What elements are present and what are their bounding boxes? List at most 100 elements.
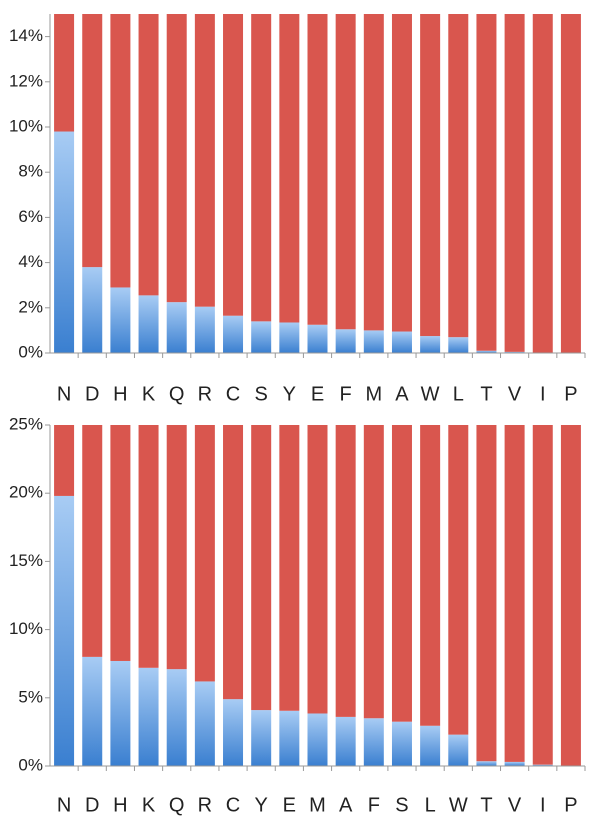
- x-tick-label: R: [198, 383, 212, 405]
- x-tick-label: W: [449, 794, 468, 816]
- x-tick-label: E: [283, 794, 296, 816]
- plot-area: [54, 425, 581, 766]
- x-tick-label: L: [453, 383, 464, 405]
- x-tick-label: S: [255, 383, 268, 405]
- bar-segment: [560, 14, 581, 353]
- x-tick-label: T: [480, 794, 492, 816]
- bar-segment: [279, 425, 300, 711]
- y-tick-label: 0%: [18, 342, 43, 361]
- bar-segment: [307, 425, 328, 714]
- bar-segment: [363, 718, 384, 766]
- x-tick-label: D: [85, 383, 99, 405]
- bar-segment: [194, 306, 215, 353]
- bar-segment: [223, 425, 244, 700]
- x-tick-label: E: [311, 383, 324, 405]
- x-tick-label: C: [226, 383, 240, 405]
- bar-segment: [476, 350, 497, 353]
- x-tick-label: K: [142, 794, 156, 816]
- x-tick-label: H: [113, 794, 127, 816]
- x-tick-label: I: [540, 383, 546, 405]
- bar-segment: [391, 425, 412, 722]
- bar-segment: [504, 14, 525, 352]
- bar-segment: [335, 14, 356, 330]
- bar-segment: [110, 425, 131, 661]
- bar-segment: [532, 425, 553, 765]
- bar-segment: [110, 14, 131, 288]
- bar-segment: [560, 425, 581, 766]
- bar-segment: [420, 725, 441, 766]
- x-tick-label: D: [85, 794, 99, 816]
- bar-segment: [420, 425, 441, 726]
- bar-segment: [82, 14, 103, 268]
- y-tick-label: 8%: [18, 162, 43, 181]
- bar-segment: [138, 14, 159, 296]
- x-tick-label: Y: [283, 383, 296, 405]
- bar-segment: [166, 669, 187, 766]
- bar-segment: [335, 716, 356, 766]
- bar-segment: [504, 351, 525, 353]
- x-tick-label: K: [142, 383, 156, 405]
- bar-segment: [223, 699, 244, 766]
- x-tick-label: Q: [169, 383, 185, 405]
- x-tick-label: R: [198, 794, 212, 816]
- x-tick-label: T: [480, 383, 492, 405]
- bar-segment: [166, 425, 187, 670]
- bar-segment: [194, 14, 215, 307]
- y-tick-label: 4%: [18, 252, 43, 271]
- x-tick-label: S: [395, 794, 408, 816]
- x-tick-label: A: [339, 794, 353, 816]
- y-tick-label: 15%: [9, 551, 43, 570]
- bar-segment: [448, 14, 469, 338]
- y-tick-label: 25%: [9, 414, 43, 433]
- bar-segment: [504, 425, 525, 762]
- bar-segment: [279, 322, 300, 353]
- bar-segment: [82, 267, 103, 353]
- bar-segment: [448, 337, 469, 353]
- bar-segment: [476, 14, 497, 351]
- bar-segment: [532, 14, 553, 353]
- y-tick-label: 2%: [18, 297, 43, 316]
- bar-segment: [54, 425, 75, 496]
- bar-segment: [391, 721, 412, 766]
- x-tick-label: N: [57, 383, 71, 405]
- bar-segment: [82, 656, 103, 766]
- bar-segment: [54, 131, 75, 353]
- bar-segment: [504, 761, 525, 766]
- y-tick-label: 12%: [9, 71, 43, 90]
- bar-segment: [279, 14, 300, 323]
- bar-segment: [307, 14, 328, 325]
- bar-segment: [138, 295, 159, 353]
- bar-segment: [391, 14, 412, 332]
- bar-segment: [476, 761, 497, 766]
- y-tick-label: 0%: [18, 755, 43, 774]
- bar-segment: [138, 425, 159, 668]
- bar-segment: [251, 14, 272, 322]
- y-tick-label: 14%: [9, 26, 43, 45]
- bar-segment: [307, 713, 328, 766]
- x-tick-label: W: [421, 383, 440, 405]
- x-tick-label: V: [508, 383, 522, 405]
- x-tick-label: M: [309, 794, 326, 816]
- bar-segment: [194, 681, 215, 766]
- x-tick-label: N: [57, 794, 71, 816]
- bar-segment: [251, 321, 272, 353]
- bar-segment: [391, 331, 412, 353]
- bar-segment: [420, 336, 441, 353]
- x-tick-label: F: [340, 383, 352, 405]
- plot-area: [54, 14, 581, 353]
- bar-segment: [54, 495, 75, 766]
- x-tick-label: Q: [169, 794, 185, 816]
- bar-segment: [82, 425, 103, 657]
- bar-segment: [448, 425, 469, 735]
- bar-segment: [476, 425, 497, 762]
- bar-segment: [335, 329, 356, 353]
- x-tick-label: F: [368, 794, 380, 816]
- y-tick-label: 5%: [18, 687, 43, 706]
- x-tick-label: V: [508, 794, 522, 816]
- x-tick-label: H: [113, 383, 127, 405]
- y-tick-label: 10%: [9, 116, 43, 135]
- bar-segment: [138, 667, 159, 766]
- bar-segment: [223, 315, 244, 353]
- x-tick-label: M: [365, 383, 382, 405]
